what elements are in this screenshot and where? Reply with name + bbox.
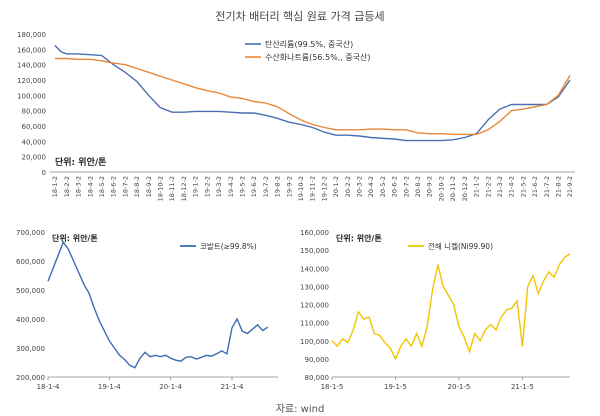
y-tick-label: 40,000	[22, 138, 47, 146]
x-tick-label: 19-8-2	[274, 176, 282, 197]
x-tick-label: 18-7-2	[121, 176, 129, 197]
x-tick-label: 18-11-2	[168, 176, 176, 201]
y-tick-label: 140,000	[17, 62, 46, 70]
legend-label: 전해 니켈(Ni99.90)	[428, 241, 493, 251]
page-title: 전기차 배터리 핵심 원료 가격 급등세	[215, 10, 385, 23]
y-tick-label: 150,000	[300, 247, 329, 255]
x-tick-label: 18-10-2	[157, 176, 165, 201]
x-tick-label: 19-2-2	[203, 176, 211, 197]
source-note: 자료: wind	[275, 404, 325, 415]
x-tick-label: 18-1-2	[51, 176, 59, 197]
x-tick-label: 19-1-5	[384, 383, 407, 391]
legend-label: 코발트(≥99.8%)	[200, 242, 257, 251]
y-tick-label: 120,000	[17, 77, 46, 85]
y-tick-label: 160,000	[17, 46, 46, 54]
x-tick-label: 20-11-2	[449, 176, 457, 201]
y-tick-label: 140,000	[300, 265, 329, 273]
x-tick-label: 20-4-2	[367, 176, 375, 197]
x-tick-label: 18-1-5	[321, 383, 344, 391]
series-line	[331, 253, 571, 361]
x-tick-label: 18-4-2	[86, 176, 94, 197]
y-tick-label: 120,000	[300, 302, 329, 310]
x-tick-label: 21-7-2	[543, 176, 551, 197]
chart-cobalt: 200,000 300,000 400,000 500,000 600,000 700,0…	[16, 229, 278, 391]
chart-battery-materials: 0 20,000 40,000 60,000 80,000 100,000 120,000 1…	[17, 31, 575, 201]
x-tick-label: 21-3-2	[496, 176, 504, 197]
x-tick-label: 19-3-2	[215, 176, 223, 197]
y-tick-label: 300,000	[16, 345, 45, 353]
x-tick-label: 18-5-2	[98, 176, 106, 197]
x-tick-label: 20-10-2	[437, 176, 445, 201]
x-tick-label: 20-5-2	[379, 176, 387, 197]
x-tick-label: 21-8-2	[554, 176, 562, 197]
x-tick-label: 19-9-2	[285, 176, 293, 197]
x-tick-label: 21-1-4	[221, 383, 244, 391]
x-tick-label: 18-12-2	[180, 176, 188, 201]
x-tick-label: 18-1-4	[37, 383, 60, 391]
x-tick-label: 19-1-2	[192, 176, 200, 197]
y-tick-label: 600,000	[16, 258, 45, 266]
unit-note: 단위: 위안/톤	[55, 156, 106, 168]
y-tick-label: 80,000	[22, 108, 47, 116]
x-tick-label: 21-6-2	[531, 176, 539, 197]
x-tick-label: 18-9-2	[145, 176, 153, 197]
unit-note: 단위: 위안/톤	[52, 233, 98, 243]
series-line-2	[55, 57, 571, 136]
y-tick-label: 100,000	[300, 338, 329, 346]
y-tick-label: 20,000	[22, 154, 47, 162]
x-tick-label: 18-2-2	[63, 176, 71, 197]
x-tick-label: 21-5-2	[519, 176, 527, 197]
y-tick-label: 160,000	[300, 229, 329, 237]
x-tick-label: 21-1-5	[511, 383, 534, 391]
x-tick-label: 20-2-2	[344, 176, 352, 197]
x-tick-label: 20-8-2	[414, 176, 422, 197]
chart-nickel: 80,000 90,000 100,000 110,000 120,000 130,000…	[300, 229, 571, 391]
x-tick-label: 20-9-2	[426, 176, 434, 197]
x-tick-label: 21-2-2	[484, 176, 492, 197]
y-tick-label: 0	[42, 169, 46, 177]
x-tick-label: 21-4-2	[508, 176, 516, 197]
y-tick-label: 60,000	[22, 123, 47, 131]
unit-note: 단위: 위안/톤	[336, 233, 382, 243]
x-tick-label: 19-5-2	[238, 176, 246, 197]
x-tick-label: 19-6-2	[250, 176, 258, 197]
x-tick-label: 20-1-4	[159, 383, 182, 391]
series-line	[47, 240, 269, 369]
y-tick-label: 700,000	[16, 229, 45, 237]
y-tick-label: 180,000	[17, 31, 46, 39]
legend-label: 수산화나트륨(56.5%,, 중국산)	[265, 52, 371, 62]
x-tick-label: 19-11-2	[309, 176, 317, 201]
x-tick-label: 20-6-2	[391, 176, 399, 197]
x-tick-label: 20-1-5	[447, 383, 470, 391]
x-tick-label: 20-7-2	[402, 176, 410, 197]
y-tick-label: 110,000	[300, 320, 329, 328]
x-tick-label: 18-8-2	[133, 176, 141, 197]
y-tick-label: 400,000	[16, 316, 45, 324]
y-tick-label: 80,000	[305, 374, 330, 382]
x-tick-label: 19-4-2	[227, 176, 235, 197]
x-tick-label: 20-1-2	[332, 176, 340, 197]
series-line-1	[54, 45, 571, 142]
x-tick-label: 20-12-2	[461, 176, 469, 201]
x-tick-label: 19-12-2	[320, 176, 328, 201]
x-tick-label: 19-10-2	[297, 176, 305, 201]
y-tick-label: 200,000	[16, 374, 45, 382]
x-tick-label: 18-3-2	[75, 176, 83, 197]
y-tick-label: 500,000	[16, 287, 45, 295]
x-tick-label: 20-3-2	[356, 176, 364, 197]
x-tick-label: 18-6-2	[110, 176, 118, 197]
x-tick-label: 21-9-2	[566, 176, 574, 197]
x-tick-label: 19-1-4	[98, 383, 121, 391]
x-tick-label: 19-7-2	[262, 176, 270, 197]
y-tick-label: 130,000	[300, 283, 329, 291]
y-tick-label: 100,000	[17, 92, 46, 100]
y-tick-label: 90,000	[305, 356, 330, 364]
legend-label: 탄산리튬(99.5%, 중국산)	[265, 39, 353, 49]
x-tick-label: 21-1-2	[473, 176, 481, 197]
